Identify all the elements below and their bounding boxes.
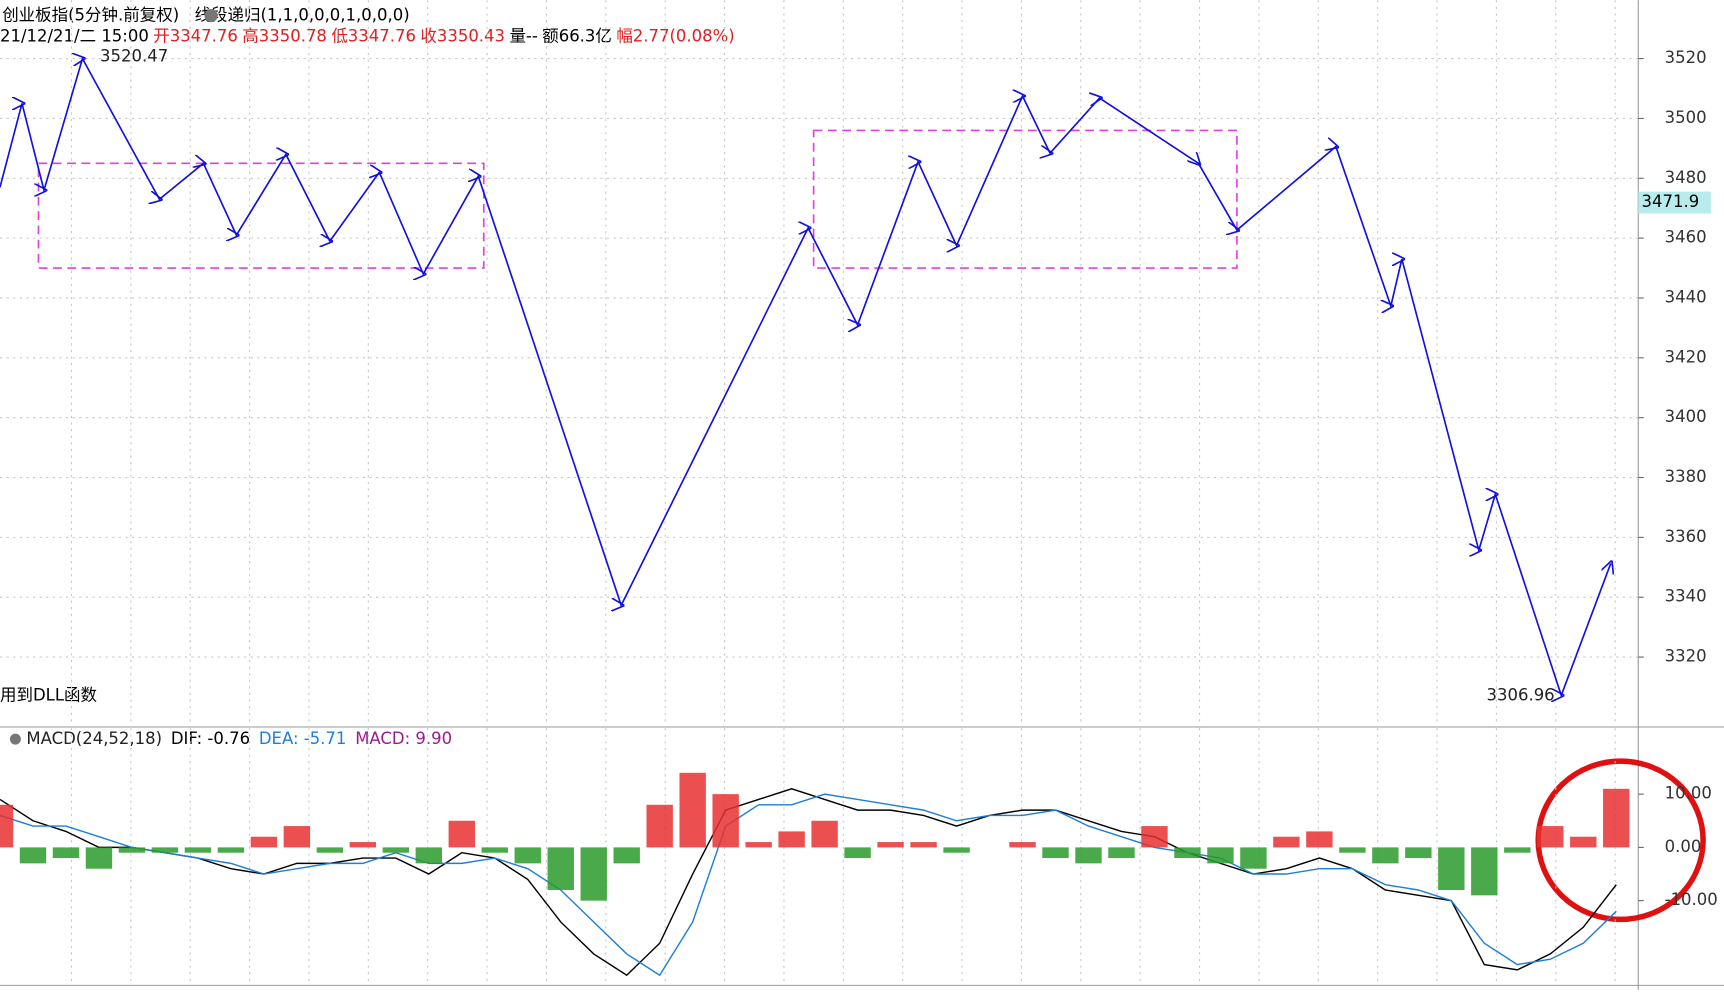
macd-bar — [1537, 826, 1564, 848]
macd-bar — [481, 847, 508, 853]
macd-line — [0, 788, 1617, 977]
macd-bar — [943, 847, 970, 853]
macd-bar — [448, 820, 475, 848]
y-tick-label: 3440 — [1665, 287, 1707, 306]
y-tick-label: 3380 — [1665, 467, 1707, 486]
macd-bar — [1108, 847, 1135, 859]
icon — [204, 9, 218, 23]
macd-bar — [184, 847, 212, 853]
y-tick-label: 3320 — [1665, 647, 1707, 666]
macd-bar — [613, 847, 640, 864]
info-item: 开3347.76 — [153, 26, 238, 45]
y-tick-label: 3360 — [1665, 527, 1707, 546]
indicator: 线段递归(1,1,0,0,0,1,0,0,0) — [195, 5, 410, 24]
y-tick-label: 3500 — [1665, 108, 1707, 127]
macd-bar — [1306, 831, 1333, 848]
macd-bar — [514, 847, 541, 864]
info-item: 低3347.76 — [331, 26, 416, 45]
macd-bar — [547, 847, 574, 891]
title: 创业板指(5分钟.前复权) — [2, 5, 179, 24]
macd-bar — [1042, 847, 1069, 859]
macd-bar — [745, 842, 772, 848]
macd-bar — [778, 831, 805, 848]
macd-bar — [349, 842, 377, 848]
info-item: 高3350.78 — [242, 26, 327, 45]
macd-bar — [151, 847, 179, 853]
macd-bar — [0, 804, 14, 848]
macd-legend: MACD(24,52,18) DIF: -0.76 DEA: -5.71 MACD: … — [26, 729, 452, 748]
macd-bar — [580, 847, 607, 901]
y-tick-label: 10.00 — [1665, 784, 1712, 803]
macd-bar — [1570, 836, 1597, 848]
macd-bar — [85, 847, 113, 869]
macd-bar — [679, 772, 706, 848]
macd-bar — [877, 842, 904, 848]
macd-bar — [1075, 847, 1102, 864]
y-tick-label: 3460 — [1665, 228, 1707, 247]
legend-entry: MACD: 9.90 — [355, 729, 452, 748]
y-tick-label: 3340 — [1665, 587, 1707, 606]
y-tick-label: 3520 — [1665, 48, 1707, 67]
info-line: 21/12/21/二 15:00 开3347.76 高3350.78 低3347.76… — [0, 26, 735, 45]
last-price-tag — [1638, 191, 1711, 214]
note: 用到DLL函数 — [0, 686, 98, 705]
macd-bar — [1405, 847, 1432, 859]
macd-bar — [1273, 836, 1300, 848]
macd-bar — [1603, 788, 1630, 848]
y-tick-label: 3400 — [1665, 407, 1707, 426]
info-item: 21/12/21/二 15:00 — [0, 26, 149, 45]
icon — [9, 733, 21, 745]
macd-bar — [316, 847, 344, 853]
macd-bar — [1174, 847, 1201, 859]
high-label: 3520.47 — [100, 47, 168, 66]
info-item: 幅2.77(0.08%) — [616, 26, 734, 45]
macd-bar — [1240, 847, 1267, 869]
macd-bar — [1471, 847, 1498, 896]
macd-bar — [1207, 847, 1234, 864]
info-item: 收3350.43 — [420, 26, 505, 45]
y-tick-label: 0.00 — [1665, 837, 1702, 856]
zigzag-line — [0, 59, 1611, 696]
legend-entry: DIF: -0.76 — [171, 729, 250, 748]
macd-bar — [1504, 847, 1531, 853]
macd-bar — [646, 804, 673, 848]
macd-bar — [217, 847, 245, 853]
macd-bar — [382, 847, 410, 853]
y-tick-label: 3480 — [1665, 168, 1707, 187]
macd-bar — [811, 820, 838, 848]
info-item: 量-- — [509, 26, 537, 45]
macd-bar — [415, 847, 442, 864]
macd-bar — [1438, 847, 1465, 891]
macd-title: MACD(24,52,18) — [26, 729, 162, 748]
macd-bar — [250, 836, 278, 848]
macd-bar — [712, 794, 739, 848]
macd-bar — [1339, 847, 1366, 853]
macd-bar — [52, 847, 80, 859]
info-item: 额66.3亿 — [542, 26, 612, 45]
y-tick-label: -10.00 — [1665, 890, 1718, 909]
macd-bar — [118, 847, 146, 853]
macd-bar — [283, 826, 311, 848]
macd-bar — [19, 847, 47, 864]
last-price: 3471.9 — [1642, 192, 1700, 211]
macd-line — [0, 793, 1617, 977]
macd-bar — [1372, 847, 1399, 864]
macd-bar — [910, 842, 937, 848]
macd-bar — [1141, 826, 1168, 848]
macd-bar — [844, 847, 871, 859]
y-tick-label: 3420 — [1665, 347, 1707, 366]
chart-title: 创业板指(5分钟.前复权) 线段递归(1,1,0,0,0,1,0,0,0) — [2, 5, 409, 24]
macd-bar — [1009, 842, 1036, 848]
low-label: 3306.96 — [1487, 686, 1555, 705]
legend-entry: DEA: -5.71 — [259, 729, 347, 748]
